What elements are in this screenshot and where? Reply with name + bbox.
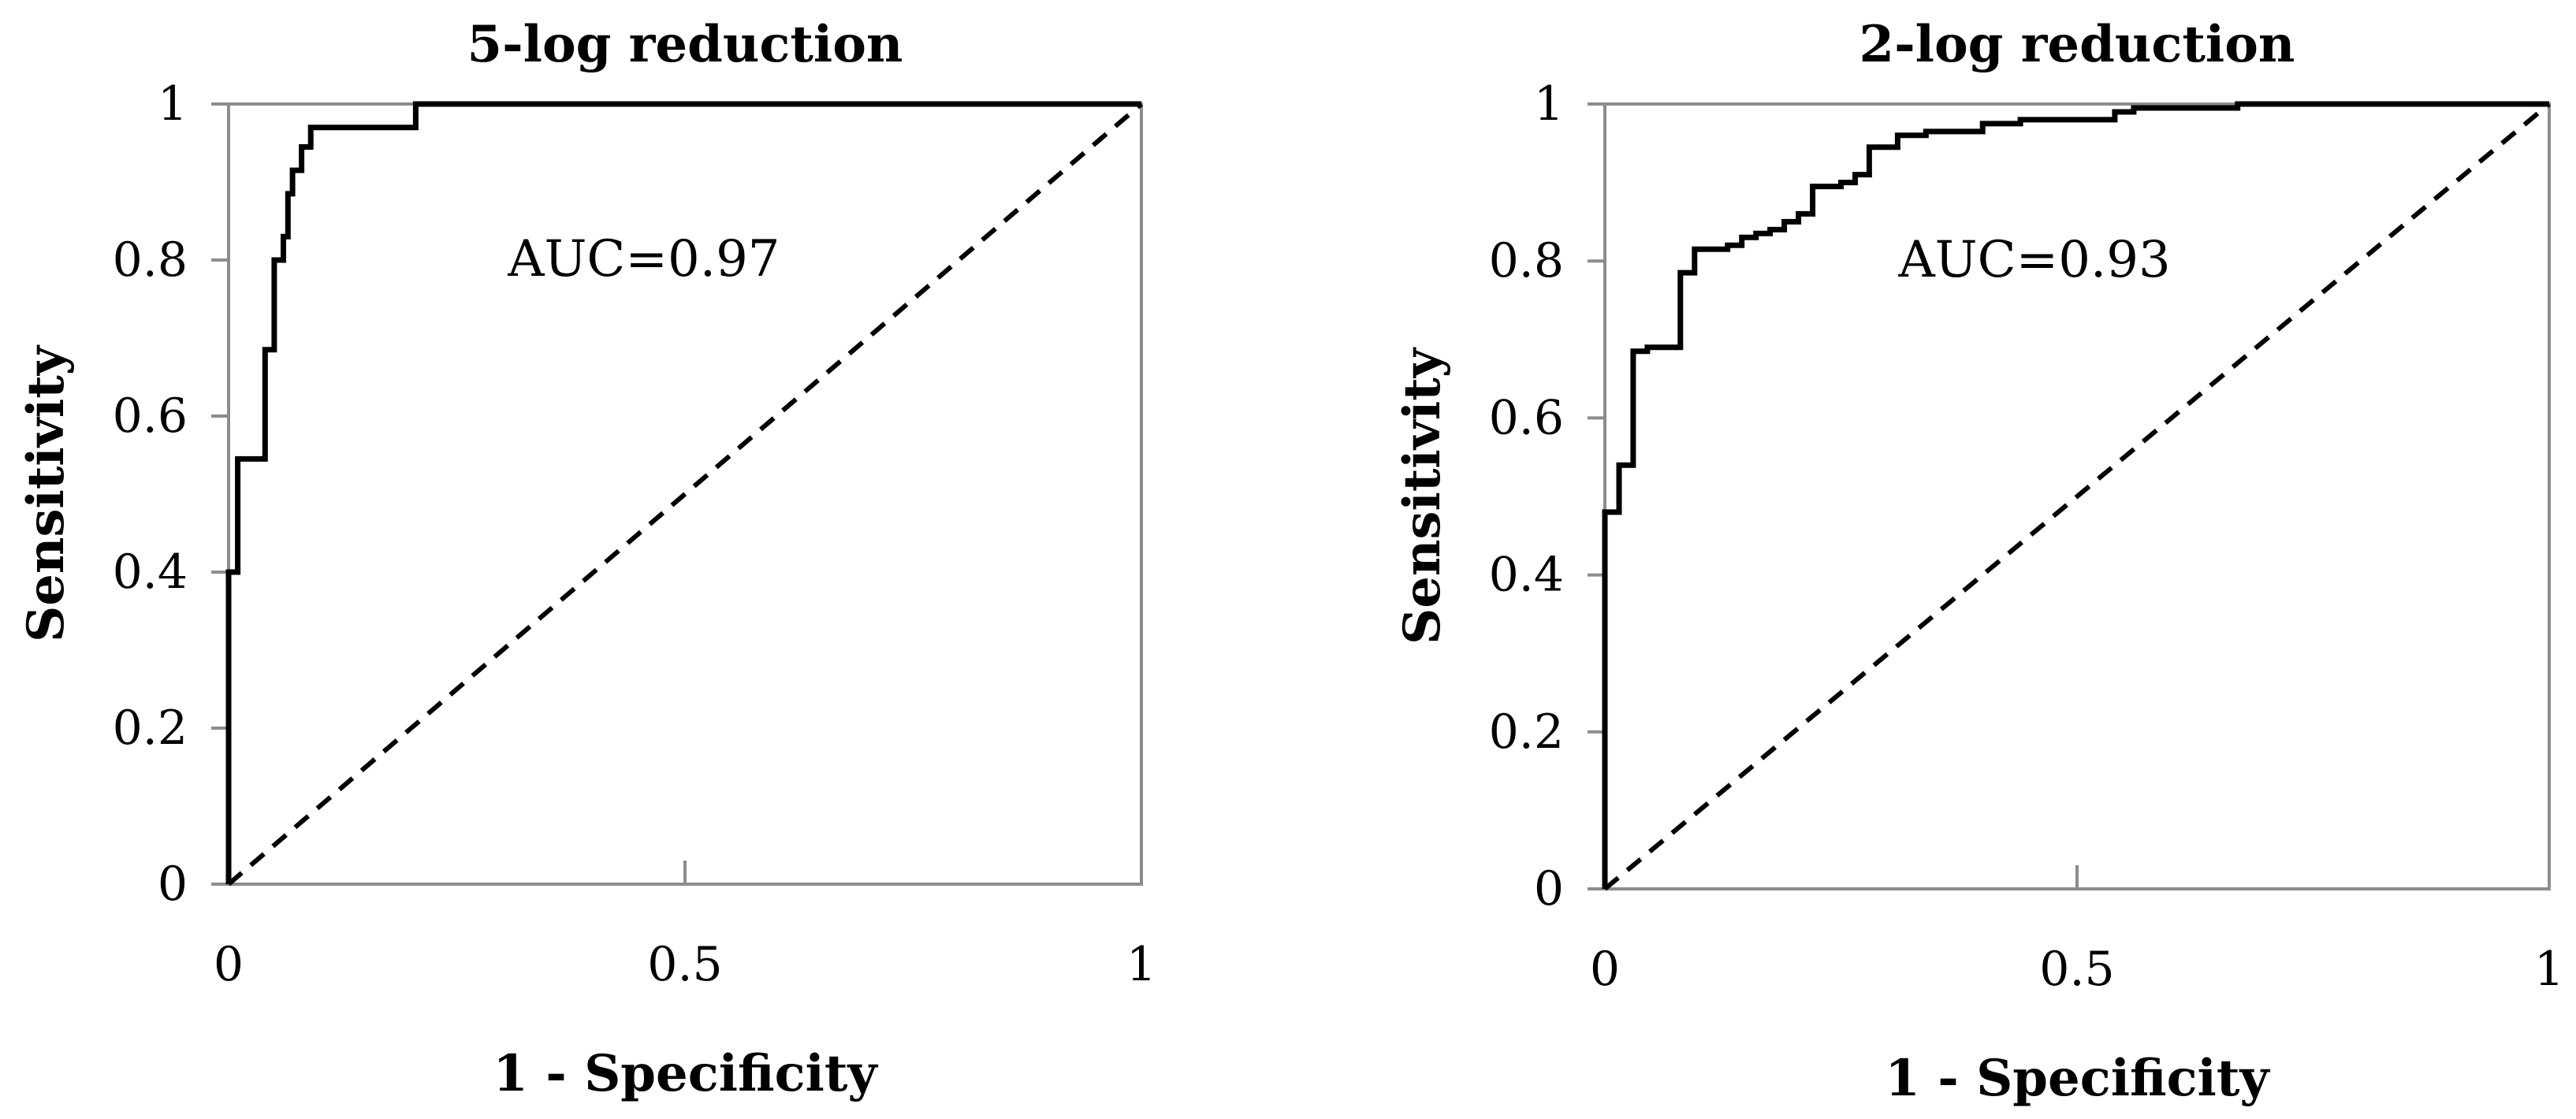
- roc-curve-line: [225, 101, 1141, 884]
- y-tick-label: 0.8: [1489, 233, 1564, 288]
- y-tick-label: 0.8: [113, 232, 188, 288]
- auc-annotation: AUC=0.97: [507, 230, 780, 288]
- y-tick-label: 1: [158, 76, 188, 132]
- chart-panel-2log: 0 0.5 1 0 0.2 0.4 0.6 0.8 1 2-log reduction 1 - Sp…: [1288, 0, 2576, 1119]
- auc-annotation: AUC=0.93: [1897, 231, 2170, 289]
- y-axis-label: Sensitivity: [1393, 347, 1452, 645]
- reference-diagonal-line: [1603, 102, 2551, 891]
- y-tick-label: 0.2: [1489, 704, 1564, 760]
- x-tick-label: 0: [1590, 942, 1620, 997]
- reference-diagonal-line: [227, 102, 1143, 887]
- chart-panel-5log: 0 0.5 1 0 0.2 0.4 0.6 0.8 1 5-log reduction 1 - Sp…: [17, 15, 1156, 1103]
- roc-chart-5log: 0 0.5 1 0 0.2 0.4 0.6 0.8 1 5-log reduction 1 - Sp…: [17, 15, 1156, 1103]
- y-tick-label: 0.4: [1489, 548, 1564, 603]
- y-tick-label: 0: [158, 857, 188, 912]
- y-axis-label: Sensitivity: [17, 344, 76, 642]
- x-tick-label: 1: [2534, 942, 2564, 997]
- y-tick-label: 0.6: [113, 388, 188, 444]
- y-tick-label: 0.6: [1489, 390, 1564, 445]
- y-tick-label: 0.4: [113, 545, 188, 600]
- x-tick-label: 0: [214, 937, 244, 992]
- x-axis-label: 1 - Specificity: [493, 1044, 878, 1103]
- roc-curve-line: [1602, 101, 2549, 889]
- y-tick-label: 0: [1534, 861, 1564, 916]
- roc-chart-2log: 0 0.5 1 0 0.2 0.4 0.6 0.8 1 2-log reduction 1 - Sp…: [1393, 15, 2564, 1108]
- y-tick-label: 0.2: [113, 701, 188, 756]
- y-tick-label: 1: [1534, 76, 1564, 132]
- x-tick-label: 0.5: [2039, 942, 2114, 997]
- x-tick-label: 1: [1126, 937, 1156, 992]
- x-axis-label: 1 - Specificity: [1885, 1049, 2270, 1108]
- chart-title: 2-log reduction: [1859, 15, 2295, 74]
- chart-title: 5-log reduction: [467, 15, 903, 74]
- x-tick-label: 0.5: [647, 937, 722, 992]
